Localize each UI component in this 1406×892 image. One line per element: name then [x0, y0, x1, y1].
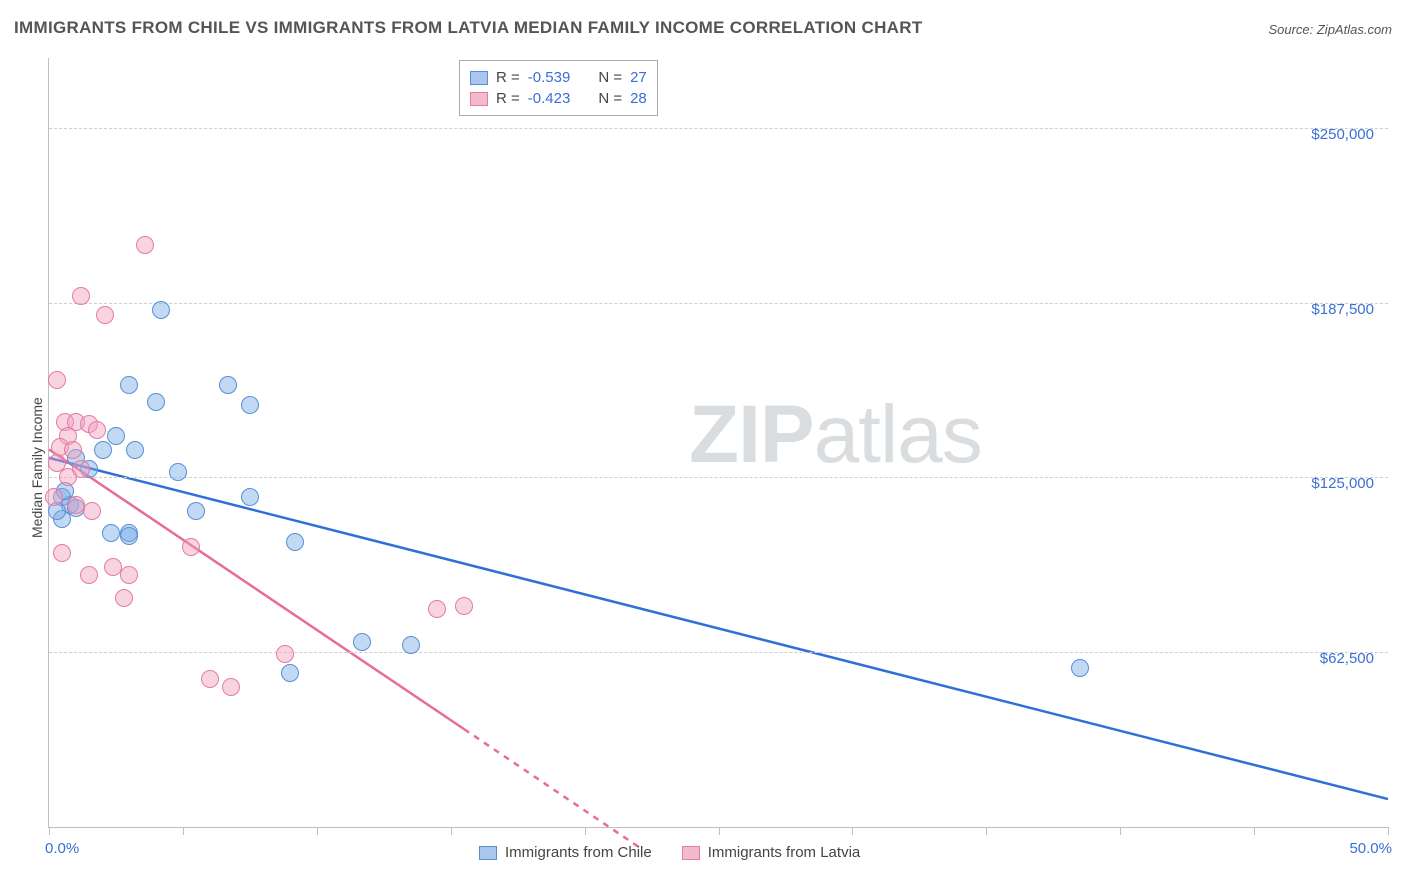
chart-plot-area: ZIPatlas Median Family Income R = -0.539…: [48, 58, 1388, 828]
data-point: [45, 488, 63, 506]
x-tick: [719, 827, 720, 835]
gridline: [49, 128, 1388, 129]
data-point: [241, 488, 259, 506]
stats-row-chile: R = -0.539 N = 27: [470, 67, 647, 88]
x-tick: [852, 827, 853, 835]
stats-row-latvia: R = -0.423 N = 28: [470, 88, 647, 109]
data-point: [88, 421, 106, 439]
data-point: [120, 527, 138, 545]
data-point: [80, 566, 98, 584]
data-point: [147, 393, 165, 411]
series-legend: Immigrants from Chile Immigrants from La…: [479, 844, 860, 861]
data-point: [182, 538, 200, 556]
data-point: [222, 678, 240, 696]
data-point: [152, 301, 170, 319]
y-tick-label: $62,500: [1320, 650, 1374, 667]
data-point: [201, 670, 219, 688]
data-point: [353, 633, 371, 651]
source-credit: Source: ZipAtlas.com: [1268, 22, 1392, 37]
r-label: R =: [496, 69, 520, 86]
r-value-chile: -0.539: [528, 69, 571, 86]
r-value-latvia: -0.423: [528, 90, 571, 107]
data-point: [187, 502, 205, 520]
data-point: [1071, 659, 1089, 677]
data-point: [455, 597, 473, 615]
data-point: [53, 544, 71, 562]
data-point: [241, 396, 259, 414]
x-tick: [585, 827, 586, 835]
y-axis-label: Median Family Income: [29, 397, 45, 538]
data-point: [94, 441, 112, 459]
x-tick: [1120, 827, 1121, 835]
data-point: [281, 664, 299, 682]
trend-lines-svg: [49, 58, 1388, 827]
swatch-pink-icon: [470, 92, 488, 106]
data-point: [428, 600, 446, 618]
n-value-latvia: 28: [630, 90, 647, 107]
gridline: [49, 303, 1388, 304]
data-point: [83, 502, 101, 520]
x-tick: [49, 827, 50, 835]
swatch-blue-icon: [479, 846, 497, 860]
data-point: [96, 306, 114, 324]
y-tick-label: $187,500: [1311, 301, 1374, 318]
data-point: [64, 441, 82, 459]
n-label: N =: [598, 69, 622, 86]
x-tick: [1254, 827, 1255, 835]
gridline: [49, 652, 1388, 653]
data-point: [59, 468, 77, 486]
data-point: [402, 636, 420, 654]
x-tick: [451, 827, 452, 835]
data-point: [107, 427, 125, 445]
x-tick: [986, 827, 987, 835]
data-point: [102, 524, 120, 542]
y-tick-label: $250,000: [1311, 126, 1374, 143]
r-label: R =: [496, 90, 520, 107]
data-point: [72, 287, 90, 305]
data-point: [276, 645, 294, 663]
x-tick: [317, 827, 318, 835]
data-point: [126, 441, 144, 459]
swatch-blue-icon: [470, 71, 488, 85]
data-point: [169, 463, 187, 481]
x-tick: [1388, 827, 1389, 835]
trend-line: [464, 729, 638, 846]
data-point: [136, 236, 154, 254]
x-tick-label-min: 0.0%: [45, 840, 79, 857]
data-point: [286, 533, 304, 551]
data-point: [48, 371, 66, 389]
legend-label-chile: Immigrants from Chile: [505, 844, 652, 861]
chart-title: IMMIGRANTS FROM CHILE VS IMMIGRANTS FROM…: [14, 18, 923, 38]
n-label: N =: [598, 90, 622, 107]
trend-line: [49, 458, 1388, 799]
legend-label-latvia: Immigrants from Latvia: [708, 844, 861, 861]
gridline: [49, 477, 1388, 478]
data-point: [120, 566, 138, 584]
legend-item-chile: Immigrants from Chile: [479, 844, 652, 861]
legend-item-latvia: Immigrants from Latvia: [682, 844, 861, 861]
data-point: [115, 589, 133, 607]
stats-legend: R = -0.539 N = 27 R = -0.423 N = 28: [459, 60, 658, 116]
x-tick-label-max: 50.0%: [1349, 840, 1392, 857]
y-tick-label: $125,000: [1311, 475, 1374, 492]
data-point: [219, 376, 237, 394]
n-value-chile: 27: [630, 69, 647, 86]
data-point: [120, 376, 138, 394]
swatch-pink-icon: [682, 846, 700, 860]
x-tick: [183, 827, 184, 835]
